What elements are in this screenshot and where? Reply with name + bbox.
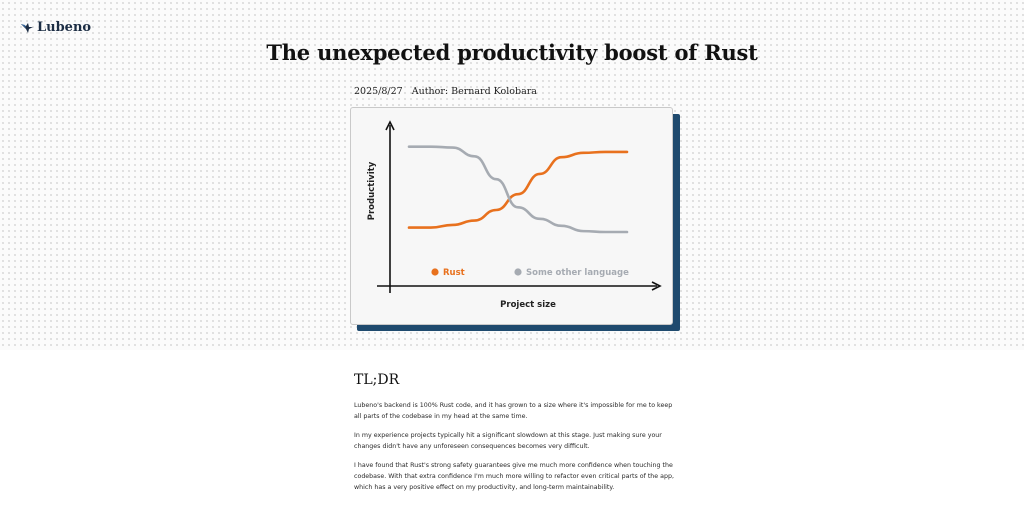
tldr-paragraph-3: I have found that Rust's strong safety g…: [354, 462, 675, 491]
tldr-heading: TL;DR: [354, 372, 400, 388]
series-line-1: [407, 145, 629, 234]
y-axis-label: Productivity: [367, 161, 377, 220]
legend-marker-1: [514, 268, 522, 276]
brand-name: Lubeno: [37, 20, 92, 35]
series-line-0: [407, 150, 629, 229]
tldr-section: TL;DR Lubeno's backend is 100% Rust code…: [354, 372, 676, 501]
legend-label-1: Some other language: [526, 268, 629, 278]
article-meta: 2025/8/27 Author: Bernard Kolobara: [354, 86, 537, 97]
x-axis-label: Project size: [500, 300, 556, 310]
article-title: The unexpected productivity boost of Rus…: [266, 40, 758, 65]
tldr-paragraph-2: In my experience projects typically hit …: [354, 432, 662, 450]
y-axis-arrow: [385, 120, 395, 131]
tldr-paragraph-1: Lubeno's backend is 100% Rust code, and …: [354, 402, 673, 420]
bird-logo-icon: [21, 22, 33, 33]
article-author: Author: Bernard Kolobara: [411, 86, 537, 97]
x-axis-arrow: [651, 281, 662, 291]
article-date: 2025/8/27: [354, 86, 403, 97]
legend-marker-0: [431, 268, 439, 276]
legend-label-0: Rust: [443, 268, 465, 278]
productivity-chart: Productivity Project size Rust Some other…: [367, 120, 662, 310]
brand-logo[interactable]: Lubeno: [20, 20, 91, 35]
article-figure: Productivity Project size Rust Some other…: [350, 107, 673, 325]
